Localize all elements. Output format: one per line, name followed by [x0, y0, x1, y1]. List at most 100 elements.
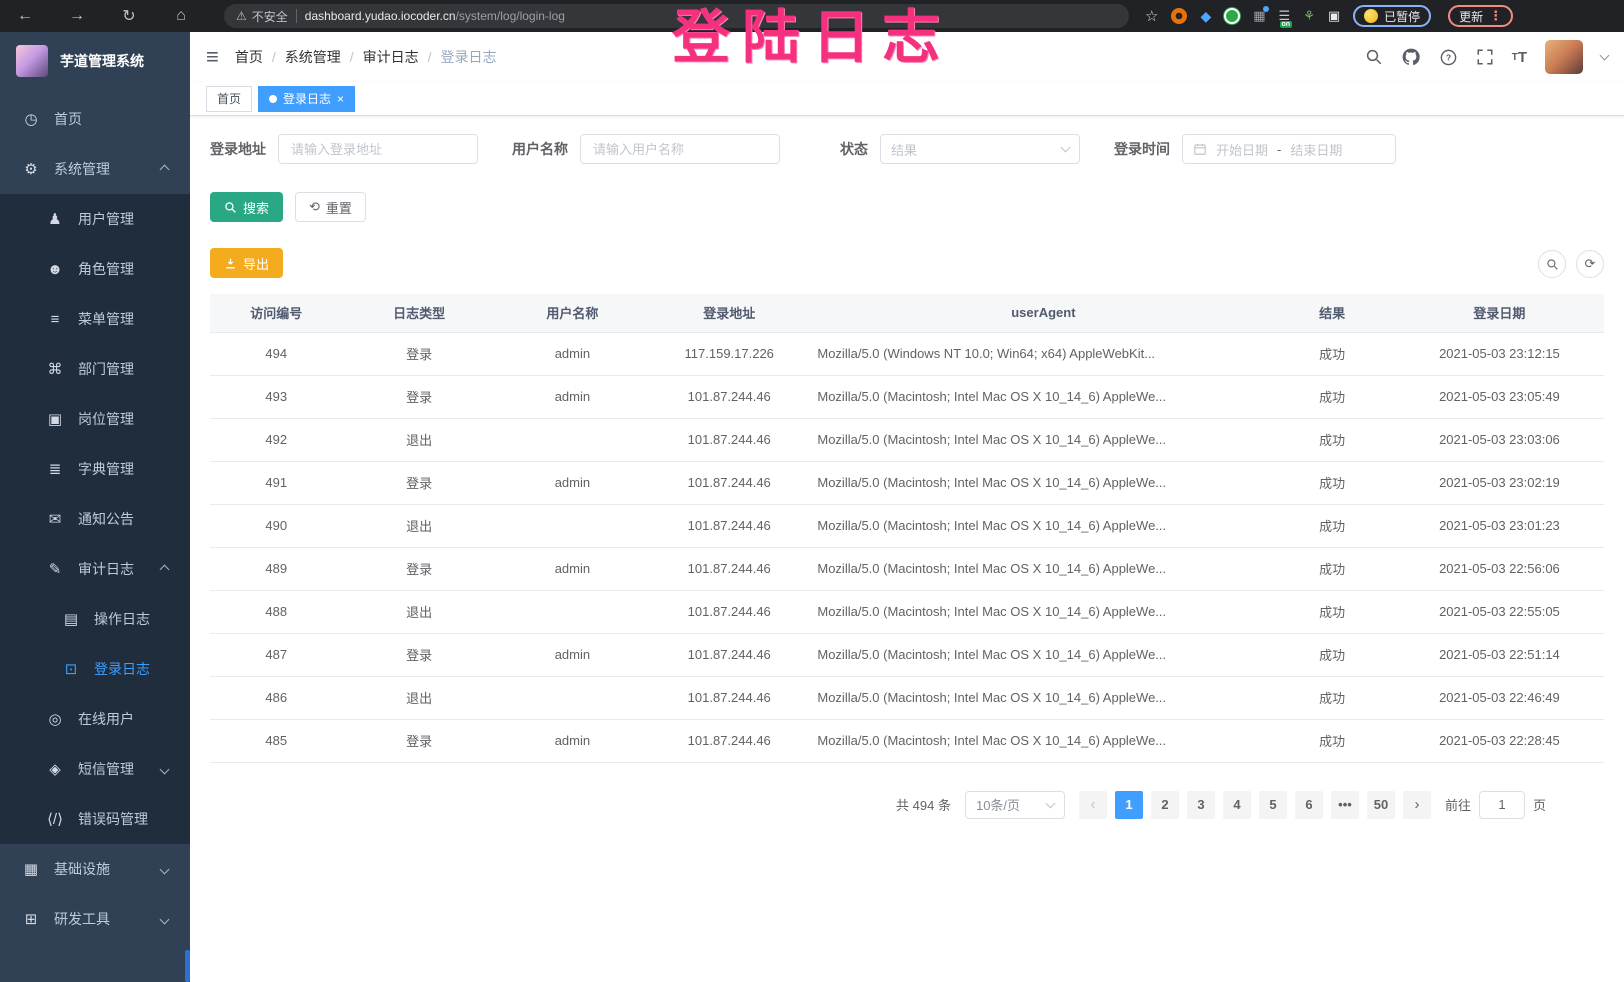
hamburger-icon[interactable]: ≡	[206, 44, 219, 69]
back-icon[interactable]: ←	[17, 7, 33, 24]
extension-orange-icon[interactable]	[1171, 8, 1188, 24]
table-cell: 成功	[1269, 590, 1395, 634]
page-button-3[interactable]: 3	[1186, 790, 1215, 819]
page-button-1[interactable]: 1	[1114, 790, 1143, 819]
browser-menu-dots-icon[interactable]: ⋮	[1489, 8, 1503, 23]
sidebar-item-infrastructure[interactable]: ▦ 基础设施	[0, 844, 190, 894]
sidebar-item-user-management[interactable]: ♟ 用户管理	[0, 194, 190, 244]
next-page-button[interactable]: ›	[1402, 790, 1431, 819]
address-input[interactable]	[278, 134, 478, 164]
github-icon[interactable]	[1401, 47, 1421, 67]
help-icon[interactable]: ?	[1439, 48, 1458, 67]
sidebar-item-login-log[interactable]: ⊡ 登录日志	[0, 644, 190, 694]
address-bar[interactable]: ⚠ 不安全 dashboard.yudao.iocoder.cn/system/…	[224, 4, 1129, 28]
reload-icon[interactable]: ↻	[122, 8, 136, 25]
paused-extension-pill[interactable]: 已暂停	[1353, 5, 1432, 27]
date-range-picker[interactable]: 开始日期 - 结束日期	[1182, 134, 1396, 164]
page-size-select[interactable]: 10条/页	[964, 790, 1065, 819]
username-input[interactable]	[580, 134, 780, 164]
sidebar-item-sms-management[interactable]: ◈ 短信管理	[0, 744, 190, 794]
page-button-50[interactable]: 50	[1366, 790, 1395, 819]
breadcrumb-item[interactable]: 系统管理	[284, 49, 341, 65]
fullscreen-icon[interactable]	[1476, 48, 1494, 66]
table-cell: 101.87.244.46	[649, 547, 810, 591]
goto-page-input[interactable]	[1478, 790, 1525, 819]
close-icon[interactable]: ×	[337, 91, 345, 106]
tag-登录日志[interactable]: 登录日志 ×	[258, 85, 356, 112]
extension-leaf-icon[interactable]: ⚘	[1303, 8, 1315, 23]
extension-list-icon[interactable]: ☰ on	[1278, 8, 1293, 28]
breadcrumb-item[interactable]: 首页	[234, 49, 263, 65]
tag-首页[interactable]: 首页	[206, 85, 253, 112]
table-cell	[495, 590, 650, 634]
refresh-table-icon[interactable]: ⟳	[1576, 250, 1604, 278]
svg-text:?: ?	[1446, 52, 1451, 62]
sidebar-item-dict-management[interactable]: ≣ 字典管理	[0, 444, 190, 494]
status-select[interactable]: 结果	[880, 134, 1080, 164]
app-shell: 芋道管理系统 ◷ 首页 ⚙ 系统管理 ♟ 用户管理 ☻ 角色管理 ≡ 菜单管理 ⌘ 部门管理 ▣ 岗位管理…	[0, 32, 1624, 982]
table-cell: admin	[495, 461, 650, 505]
page-button-4[interactable]: 4	[1222, 790, 1251, 819]
home-icon[interactable]: ⌂	[176, 7, 186, 24]
extensions-puzzle-icon[interactable]: ▣	[1327, 8, 1341, 23]
sidebar-item-role-management[interactable]: ☻ 角色管理	[0, 244, 190, 294]
sidebar-logo-row[interactable]: 芋道管理系统	[0, 32, 190, 90]
tag-label: 首页	[217, 92, 242, 106]
table-cell: 117.159.17.226	[649, 332, 810, 376]
prev-page-button[interactable]: ‹	[1078, 790, 1107, 819]
sidebar-item-audit-log[interactable]: ✎ 审计日志	[0, 544, 190, 594]
sidebar-item-operation-log[interactable]: ▤ 操作日志	[0, 594, 190, 644]
login-log-icon: ⊡	[64, 661, 78, 678]
breadcrumb-separator: /	[349, 49, 354, 65]
page-button-6[interactable]: 6	[1294, 790, 1323, 819]
user-avatar[interactable]	[1545, 40, 1583, 74]
page-button-5[interactable]: 5	[1258, 790, 1287, 819]
chevron-down-icon[interactable]	[1599, 50, 1610, 60]
sidebar-item-label: 审计日志	[78, 561, 134, 577]
page-button-2[interactable]: 2	[1150, 790, 1179, 819]
sidebar-item-system-management[interactable]: ⚙ 系统管理	[0, 144, 190, 194]
sidebar-item-error-code-management[interactable]: ⟨/⟩ 错误码管理	[0, 794, 190, 844]
table-cell: admin	[495, 719, 650, 763]
sidebar-item-online-users[interactable]: ◎ 在线用户	[0, 694, 190, 744]
breadcrumb-item: 登录日志	[440, 49, 497, 65]
badge-icon: ▣	[47, 411, 63, 428]
table-cell: 退出	[342, 590, 496, 634]
extension-gem-icon[interactable]: ◆	[1200, 8, 1212, 24]
sidebar-item-menu-management[interactable]: ≡ 菜单管理	[0, 294, 190, 344]
browser-extensions-area: ☆ ◆ ▦ ☰ on ⚘ ▣ 已暂停 更新 ⋮	[1145, 5, 1514, 28]
table-header-row: 访问编号 日志类型 用户名称 登录地址 userAgent 结果 登录日期	[210, 294, 1604, 333]
breadcrumb-item[interactable]: 审计日志	[362, 49, 419, 65]
table-row: 485 登录 admin 101.87.244.46 Mozilla/5.0 (Maci…	[210, 719, 1604, 763]
sidebar-item-dev-tools[interactable]: ⊞ 研发工具	[0, 894, 190, 944]
update-browser-pill[interactable]: 更新 ⋮	[1448, 5, 1514, 27]
more-pages-button[interactable]: •••	[1330, 790, 1359, 819]
table-cell: 2021-05-03 23:05:49	[1394, 375, 1604, 419]
table-cell: 登录	[342, 332, 496, 376]
extension-grid-icon[interactable]: ▦	[1253, 6, 1269, 24]
sidebar-item-label: 在线用户	[78, 711, 134, 727]
bookmark-star-icon[interactable]: ☆	[1145, 8, 1159, 25]
update-label: 更新	[1459, 9, 1484, 24]
reset-button[interactable]: ⟲ 重置	[295, 192, 366, 222]
extension-green-icon[interactable]	[1224, 8, 1241, 24]
sidebar-item-post-management[interactable]: ▣ 岗位管理	[0, 394, 190, 444]
sidebar-menu: ◷ 首页 ⚙ 系统管理 ♟ 用户管理 ☻ 角色管理 ≡ 菜单管理 ⌘ 部门管理 ▣ 岗位管理 ≣ 字典管理 ✉ 通…	[0, 94, 190, 944]
sidebar-scrollbar[interactable]	[185, 950, 190, 982]
table-cell: 2021-05-03 22:55:05	[1394, 590, 1604, 634]
emoji-face-icon	[1364, 9, 1379, 23]
sidebar-item-home[interactable]: ◷ 首页	[0, 94, 190, 144]
search-icon[interactable]	[1365, 48, 1383, 66]
sidebar-item-notice-announcement[interactable]: ✉ 通知公告	[0, 494, 190, 544]
toggle-search-icon[interactable]	[1538, 250, 1566, 278]
export-button[interactable]: 导出	[210, 248, 284, 278]
table-cell: 成功	[1269, 547, 1395, 591]
user-icon: ♟	[48, 211, 62, 228]
search-button[interactable]: 搜索	[210, 192, 284, 222]
sidebar-item-department-management[interactable]: ⌘ 部门管理	[0, 344, 190, 394]
forward-icon[interactable]: →	[69, 7, 85, 24]
app-title: 芋道管理系统	[60, 53, 144, 69]
gear-icon: ⚙	[24, 161, 38, 178]
table-cell: 101.87.244.46	[649, 418, 810, 462]
